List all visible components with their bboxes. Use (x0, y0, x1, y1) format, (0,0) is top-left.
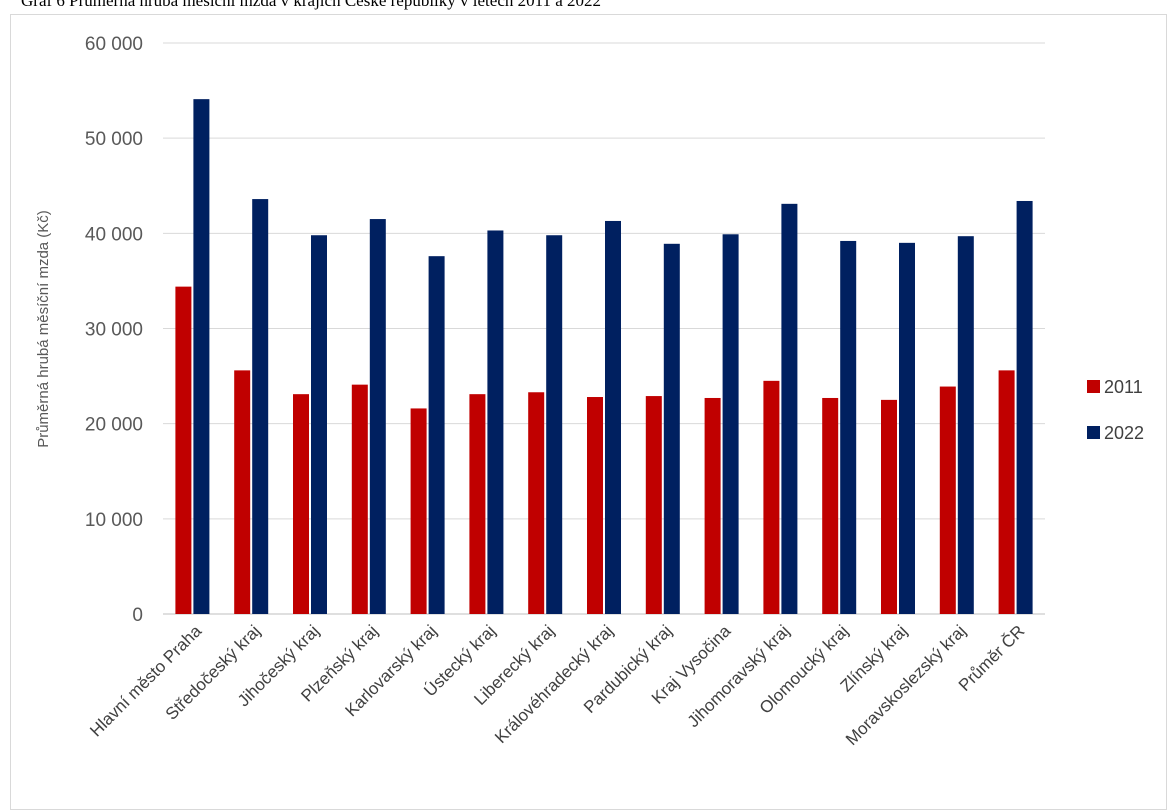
bar-2011-4 (410, 408, 427, 614)
bar-2022-14 (1016, 200, 1033, 614)
y-tick-label: 20 000 (85, 415, 143, 436)
x-category-label: Jihomoravský kraj (684, 621, 794, 731)
bar-2011-3 (351, 384, 368, 614)
bar-2022-10 (781, 203, 798, 614)
bar-2011-1 (234, 370, 251, 614)
bar-2011-8 (645, 396, 662, 614)
bar-2011-9 (704, 397, 721, 614)
bar-2022-8 (663, 243, 680, 614)
legend-swatch-2011 (1087, 380, 1100, 393)
legend-label: 2011 (1104, 377, 1143, 397)
bar-2022-2 (311, 235, 327, 614)
bar-2022-1 (252, 199, 269, 614)
bar-2011-12 (881, 399, 897, 614)
x-category-label: Hlavní město Praha (86, 621, 205, 740)
x-category-label: Moravskoslezský kraj (842, 621, 970, 749)
bar-2011-14 (998, 370, 1015, 614)
y-axis-title: Průměrná hrubá měsíční mzda (Kč) (35, 210, 52, 448)
bar-2011-11 (822, 397, 839, 614)
bar-2011-7 (587, 397, 603, 614)
bar-2022-3 (369, 219, 386, 614)
y-tick-label: 30 000 (85, 320, 143, 341)
y-tick-label: 40 000 (85, 224, 143, 245)
legend-swatch-2022 (1087, 426, 1100, 439)
bar-2011-2 (293, 394, 309, 614)
bar-2011-5 (469, 394, 486, 614)
bar-2022-5 (487, 230, 504, 614)
legend: 2011 2022 (1087, 377, 1144, 443)
bar-2022-4 (428, 256, 445, 614)
bar-2022-13 (957, 236, 974, 614)
bar-2011-6 (528, 392, 545, 614)
bar-2022-12 (899, 242, 915, 614)
chart-caption: Graf 6 Průměrná hrubá měsíční mzda v kra… (21, 0, 602, 10)
bar-2011-0 (175, 286, 192, 614)
bar-2011-10 (763, 380, 780, 614)
bar-2022-11 (840, 240, 857, 615)
legend-label: 2022 (1104, 423, 1144, 443)
bars-layer (175, 99, 1033, 615)
bar-2011-13 (939, 386, 956, 614)
bar-2022-6 (546, 235, 563, 614)
bar-2022-9 (722, 234, 739, 614)
bar-2022-7 (605, 220, 621, 614)
y-tick-label: 0 (132, 605, 143, 626)
bar-2022-0 (193, 99, 210, 615)
y-tick-label: 60 000 (85, 34, 143, 55)
y-tick-label: 10 000 (85, 510, 143, 531)
grid-layer (163, 42, 1045, 615)
y-tick-label: 50 000 (85, 129, 143, 150)
